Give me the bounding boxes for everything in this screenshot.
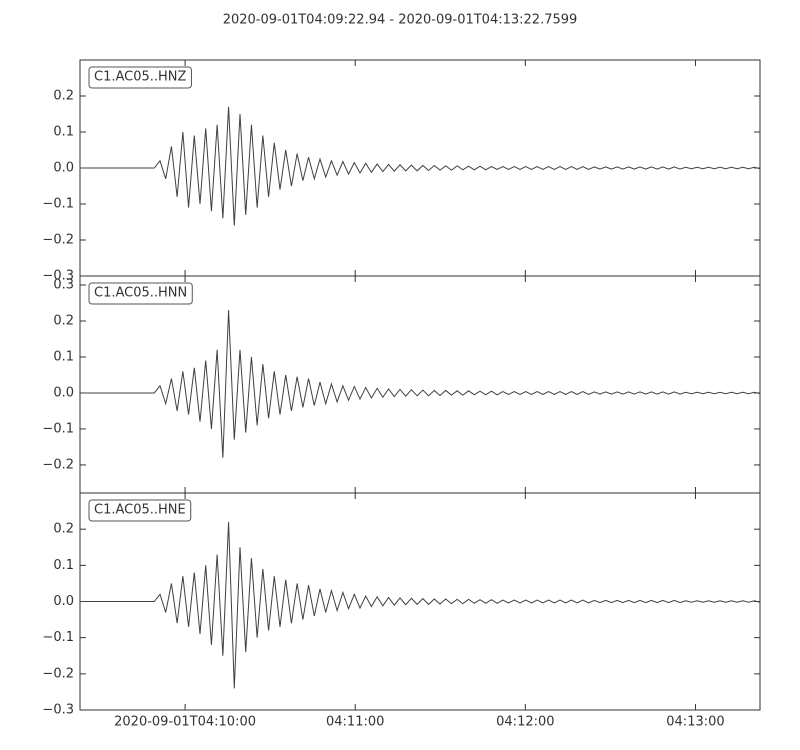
x-tick-label: 04:11:00 (326, 715, 384, 730)
trace-label-box (88, 66, 192, 89)
y-tick-label: 0.1 (53, 125, 74, 140)
y-tick-label: −0.2 (42, 666, 74, 681)
y-tick-label: −0.1 (42, 421, 74, 436)
y-tick-label: 0.0 (53, 161, 74, 176)
x-tick-label: 2020-09-01T04:10:00 (114, 715, 256, 730)
panel-frame (79, 275, 761, 494)
trace-label-box (88, 499, 192, 522)
y-tick-label: 0.3 (53, 277, 74, 292)
waveform (80, 310, 761, 458)
y-tick-label: 0.2 (53, 313, 74, 328)
y-tick-label: 0.0 (53, 594, 74, 609)
x-tick-label: 04:12:00 (496, 715, 554, 730)
trace-label-box (88, 282, 193, 305)
y-tick-label: 0.2 (53, 89, 74, 104)
chart-title: 2020-09-01T04:09:22.94 - 2020-09-01T04:1… (223, 13, 578, 28)
y-tick-label: 0.2 (53, 522, 74, 537)
y-tick-label: −0.2 (42, 457, 74, 472)
y-tick-label: −0.2 (42, 233, 74, 248)
waveform (80, 106, 761, 226)
y-tick-label: 0.1 (53, 558, 74, 573)
y-tick-label: −0.1 (42, 197, 74, 212)
y-tick-label: 0.0 (53, 385, 74, 400)
y-tick-label: −0.3 (42, 269, 74, 284)
x-tick-label: 04:13:00 (666, 715, 724, 730)
trace-label: C1.AC05..HNZ (94, 70, 187, 85)
y-tick-label: −0.1 (42, 630, 74, 645)
y-tick-label: −0.3 (42, 703, 74, 718)
y-tick-label: 0.1 (53, 349, 74, 364)
trace-label: C1.AC05..HNE (94, 503, 186, 518)
trace-label: C1.AC05..HNN (94, 286, 187, 301)
waveform (80, 521, 761, 689)
